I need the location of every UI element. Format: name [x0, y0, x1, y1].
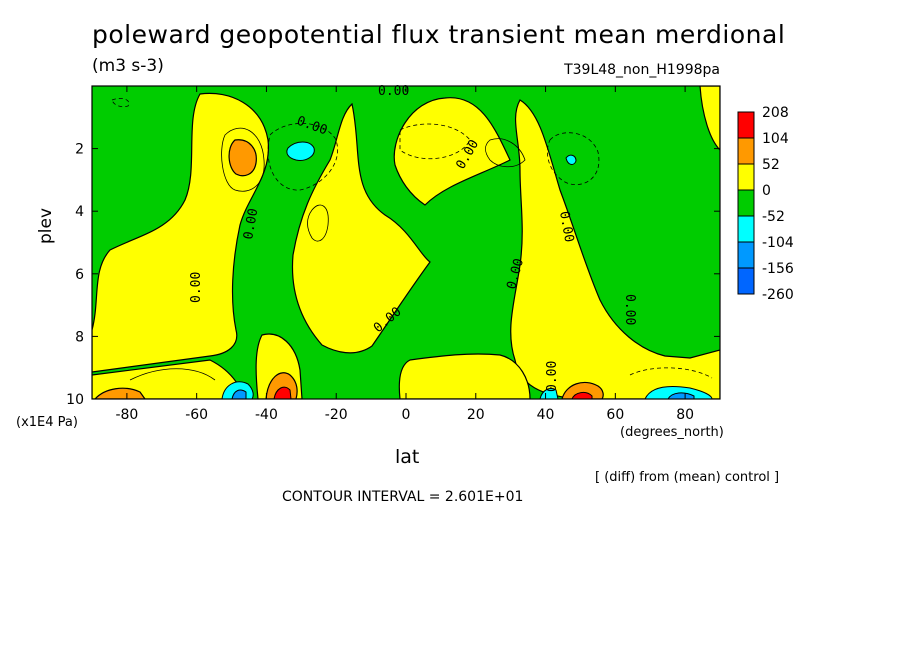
x-axis: -80 -60 -40 -20 0 20 40 60 80 — [115, 86, 694, 423]
x-tick-label: 0 — [402, 407, 411, 423]
x-axis-label: lat — [395, 446, 420, 468]
field-orange-south-max — [228, 139, 257, 177]
colorbar-label: -156 — [762, 261, 794, 277]
contour-label: 0.00 — [622, 294, 637, 325]
contour-label: 0.00 — [189, 272, 204, 303]
y-tick-label: 6 — [75, 267, 84, 283]
field-red-lower-1 — [273, 386, 292, 399]
dashed-contour-3 — [547, 132, 600, 186]
dashed-contour-5 — [111, 98, 130, 108]
colorbar-label: -104 — [762, 235, 794, 251]
field-cyan-upper-2 — [565, 154, 577, 165]
contour-line-south — [221, 127, 265, 192]
field-red-lower-2 — [571, 391, 593, 399]
x-tick-label: -40 — [255, 407, 278, 423]
x-tick-label: 40 — [537, 407, 555, 423]
contour-line-lower — [129, 368, 216, 381]
x-tick-label: -20 — [325, 407, 348, 423]
colorbar-label: 104 — [762, 131, 789, 147]
x-tick-label: 80 — [676, 407, 694, 423]
field-yellow-equator — [393, 97, 511, 206]
colorbar-label: 52 — [762, 157, 780, 173]
run-label: T39L48_non_H1998pa — [564, 62, 720, 78]
colorbar-swatch — [737, 215, 755, 243]
dashed-contour-2 — [399, 123, 471, 160]
field-blue-lower-1 — [231, 389, 247, 399]
contour-interval: CONTOUR INTERVAL = 2.601E+01 — [282, 489, 524, 505]
dashed-contour-1 — [267, 122, 338, 191]
x-axis-units: (degrees_north) — [620, 425, 724, 440]
diff-note: [ (diff) from (mean) control ] — [595, 470, 780, 485]
contour-label: 0.00 — [241, 207, 261, 240]
colorbar-swatch — [737, 267, 755, 295]
y-tick-label: 8 — [75, 329, 84, 345]
colorbar-label: 0 — [762, 183, 771, 199]
chart-title: poleward geopotential flux transient mea… — [92, 20, 786, 49]
contour-label: 0.00 — [545, 361, 560, 392]
field-orange-lower-1 — [94, 387, 146, 399]
x-tick-label: -80 — [115, 407, 138, 423]
colorbar-swatch — [737, 189, 755, 217]
colorbar-swatch — [737, 111, 755, 139]
y-tick-label: 4 — [75, 204, 84, 220]
y-axis-units: (x1E4 Pa) — [16, 415, 78, 430]
colorbar: 208 104 52 0 -52 -104 -156 -260 — [737, 105, 794, 303]
x-tick-label: 20 — [467, 407, 485, 423]
x-tick-label: -60 — [185, 407, 208, 423]
y-axis: 2 4 6 8 10 — [66, 142, 720, 408]
colorbar-label: 208 — [762, 105, 789, 121]
field-yellow-lowbelt — [398, 353, 531, 399]
field-orange-lower-3 — [561, 381, 604, 399]
field-cyan-lower-2 — [539, 387, 559, 399]
field-yellow-center — [291, 102, 431, 354]
colorbar-label: -52 — [762, 209, 785, 225]
colorbar-label: -260 — [762, 287, 794, 303]
contour-line-north — [485, 138, 526, 168]
field-blue-lower-2 — [667, 392, 695, 399]
contour-fields — [92, 86, 720, 399]
colorbar-swatch — [737, 137, 755, 165]
y-tick-label: 10 — [66, 392, 84, 408]
contour-label: 0.00 — [378, 84, 409, 99]
chart-units: (m3 s-3) — [92, 56, 164, 76]
contour-line-center — [307, 204, 329, 242]
field-cyan-upper-1 — [286, 141, 315, 161]
colorbar-swatch — [737, 241, 755, 269]
y-tick-label: 2 — [75, 142, 84, 158]
colorbar-swatch — [737, 163, 755, 191]
dashed-contour-4 — [629, 367, 713, 379]
x-tick-label: 60 — [606, 407, 624, 423]
contour-label: 0.00 — [556, 210, 576, 243]
